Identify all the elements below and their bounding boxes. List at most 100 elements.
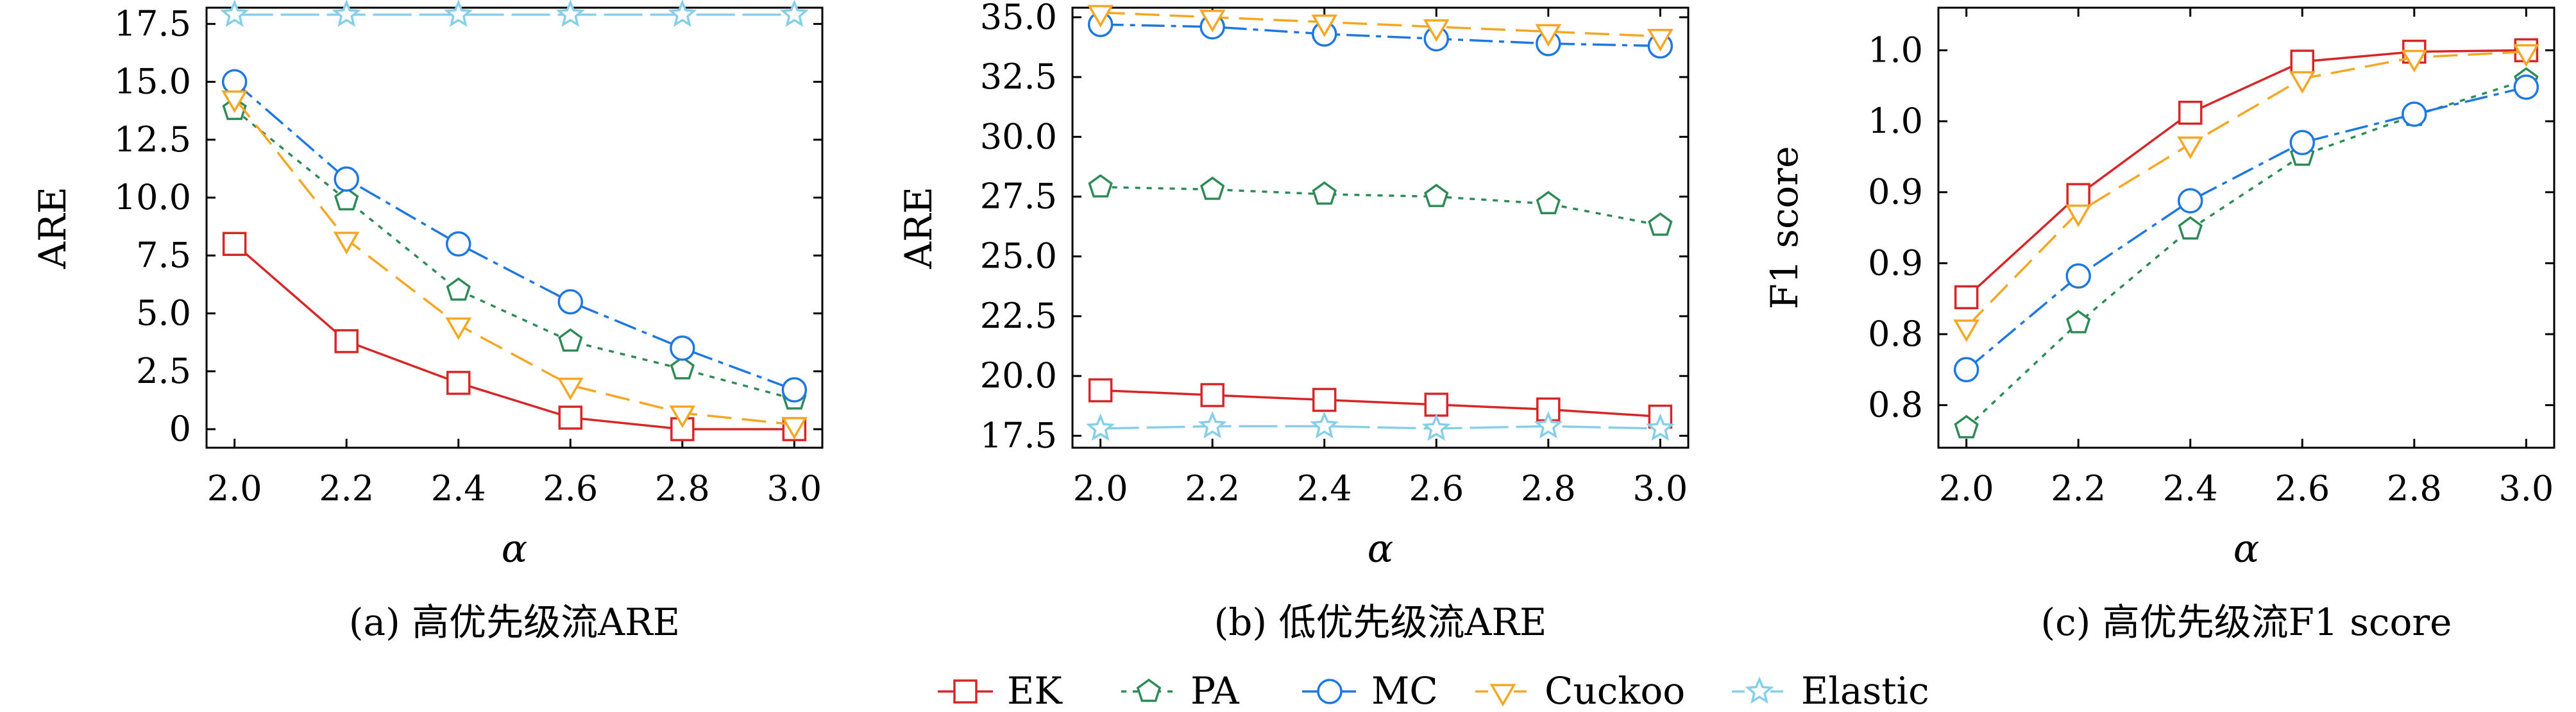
- data-point-pa: [446, 277, 471, 301]
- data-point-ek: [1424, 393, 1449, 417]
- chart-panel-1: 0 2.5 5.0 7.5 10.0 12.5 15.0 17.5 2.0 2.2 2.4 2.6 2.…: [31, 0, 824, 644]
- data-point-elastic: [1310, 411, 1339, 439]
- data-point-ek: [1954, 285, 1979, 310]
- series-cuckoo: [221, 90, 808, 440]
- y-tick-label: 7.5: [136, 235, 191, 275]
- y-tick-label: 30.0: [980, 116, 1057, 157]
- data-point-pa: [334, 187, 359, 210]
- chart-panel-2: 17.5 20.0 22.5 25.0 27.5 30.0 32.5 35.0 2.0 2.2 2.…: [897, 0, 1690, 644]
- y-tick-label: 10.0: [114, 177, 191, 217]
- data-point-elastic: [220, 0, 250, 27]
- data-point-cuckoo: [1535, 24, 1562, 47]
- y-tick-label: 0.9: [1868, 172, 1923, 212]
- data-point-cuckoo: [1647, 28, 1674, 52]
- data-point-mc: [2289, 130, 2316, 155]
- series-line-elastic: [1100, 425, 1661, 430]
- data-point-elastic: [1086, 413, 1115, 441]
- series-ek: [1088, 378, 1673, 429]
- data-point-ek: [558, 405, 583, 430]
- series-pa: [1088, 174, 1673, 236]
- y-tick-label: 0.8: [1868, 314, 1923, 354]
- series-line-mc: [233, 81, 795, 391]
- series-ek: [222, 232, 807, 441]
- legend-marker-mc: [1317, 679, 1343, 704]
- data-point-elastic: [444, 0, 473, 27]
- y-tick-label: 2.5: [136, 351, 191, 391]
- data-point-mc: [781, 377, 808, 403]
- data-point-cuckoo: [1311, 14, 1338, 37]
- data-point-ek: [1312, 387, 1337, 412]
- data-point-cuckoo: [2177, 136, 2204, 159]
- data-point-cuckoo: [1087, 4, 1114, 28]
- x-axis-label: α: [1368, 527, 1394, 572]
- data-point-mc: [1953, 357, 1979, 383]
- y-tick-label: 17.5: [980, 415, 1057, 455]
- plot-frame: [1071, 6, 1690, 449]
- x-tick-label: 3.0: [767, 468, 822, 509]
- legend-marker-pa: [1136, 678, 1162, 702]
- data-point-elastic: [1421, 413, 1451, 441]
- data-point-elastic: [332, 0, 361, 27]
- data-point-cuckoo: [445, 317, 472, 341]
- series-cuckoo: [1953, 44, 2539, 343]
- chart-caption: (c) 高优先级流F1 score: [2041, 600, 2452, 644]
- y-tick-label: 25.0: [980, 236, 1057, 276]
- x-tick-label: 2.4: [2163, 468, 2218, 509]
- data-point-cuckoo: [221, 90, 248, 114]
- x-tick-label: 2.0: [207, 468, 262, 509]
- data-point-cuckoo: [1423, 19, 1450, 42]
- data-point-pa: [558, 328, 583, 352]
- data-point-elastic: [1645, 413, 1675, 441]
- series-line-ek: [233, 242, 795, 430]
- chart-panel-3: 0.8 0.8 0.9 0.9 1.0 1.0 2.0 2.2 2.4 2.6 2.8 3.0 α F1 …: [1763, 6, 2555, 644]
- y-tick-label: 27.5: [980, 176, 1057, 217]
- data-point-cuckoo: [2401, 49, 2428, 72]
- y-tick-label: 1.0: [1868, 101, 1923, 141]
- series-line-pa: [233, 108, 795, 400]
- series-mc: [1087, 12, 1674, 59]
- x-axis-label: α: [2233, 527, 2260, 572]
- x-tick-label: 2.0: [1939, 468, 1994, 509]
- data-point-elastic: [1534, 411, 1563, 439]
- data-point-mc: [334, 166, 359, 192]
- legend-marker-cuckoo: [1489, 684, 1516, 707]
- data-point-pa: [1088, 174, 1113, 198]
- x-tick-label: 2.8: [1521, 468, 1576, 509]
- x-tick-label: 3.0: [2498, 468, 2554, 509]
- data-point-ek: [2066, 183, 2090, 207]
- data-point-cuckoo: [1953, 319, 1979, 343]
- legend-label-mc: MC: [1371, 669, 1438, 712]
- data-point-ek: [1200, 383, 1224, 407]
- x-tick-label: 2.6: [1409, 468, 1464, 509]
- chart-caption: (b) 低优先级流ARE: [1214, 600, 1547, 644]
- data-point-ek: [1088, 378, 1113, 403]
- data-point-elastic: [779, 0, 809, 27]
- data-point-mc: [445, 231, 471, 257]
- x-tick-label: 2.6: [543, 468, 598, 509]
- series-line-ek: [1965, 49, 2527, 298]
- plot-frame: [1937, 6, 2555, 449]
- plot-frame: [205, 6, 824, 449]
- y-tick-label: 22.5: [980, 296, 1057, 336]
- x-tick-label: 2.2: [319, 468, 374, 509]
- x-tick-label: 3.0: [1632, 468, 1688, 509]
- x-tick-label: 2.6: [2275, 468, 2330, 509]
- y-axis-label: ARE: [897, 187, 940, 269]
- data-point-pa: [1536, 191, 1561, 215]
- data-point-cuckoo: [2513, 44, 2539, 67]
- data-point-pa: [1424, 183, 1449, 207]
- legend-marker-ek: [953, 679, 978, 704]
- data-point-cuckoo: [2289, 71, 2316, 94]
- data-point-mc: [221, 69, 248, 95]
- series-line-pa: [1965, 79, 2527, 429]
- series-mc: [1953, 74, 2539, 383]
- series-pa: [222, 96, 807, 410]
- series-line-mc: [1100, 23, 1661, 47]
- y-tick-label: 1.0: [1868, 30, 1923, 70]
- y-tick-label: 20.0: [980, 355, 1057, 396]
- data-point-cuckoo: [669, 405, 696, 428]
- y-tick-label: 5.0: [136, 293, 191, 334]
- x-tick-label: 2.4: [431, 468, 486, 509]
- data-point-mc: [2513, 74, 2539, 100]
- series-pa: [1954, 67, 2539, 439]
